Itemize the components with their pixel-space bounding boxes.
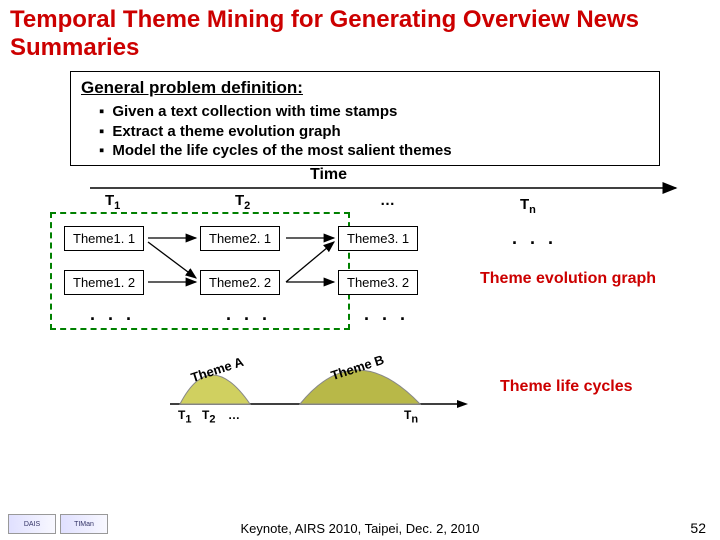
lc-axis-t1: T1 <box>178 408 191 425</box>
bullet-item: Extract a theme evolution graph <box>99 122 649 142</box>
definition-heading: General problem definition: <box>81 78 649 98</box>
keynote-text: Keynote, AIRS 2010, Taipei, Dec. 2, 2010 <box>0 521 720 536</box>
logo-dais: DAIS <box>8 514 56 534</box>
lc-axis-tn: Tn <box>404 408 418 425</box>
bullet-item: Model the life cycles of the most salien… <box>99 141 649 161</box>
bullet-item: Given a text collection with time stamps <box>99 102 649 122</box>
definition-bullets: Given a text collection with time stamps… <box>81 102 649 161</box>
lc-axis-t2: T2 <box>202 408 215 425</box>
footer-logos: DAIS TIMan <box>8 514 108 534</box>
logo-timan: TIMan <box>60 514 108 534</box>
page-number: 52 <box>690 520 706 536</box>
diagram-area: Time T1 T2 … Tn Theme1. 1 Theme2. 1 Them… <box>0 170 720 470</box>
page-title: Temporal Theme Mining for Generating Ove… <box>0 0 720 65</box>
node-arrows <box>0 170 720 350</box>
lifecycles-annotation: Theme life cycles <box>500 378 633 396</box>
lc-axis-dots: … <box>228 408 240 422</box>
definition-box: General problem definition: Given a text… <box>70 71 660 166</box>
footer: DAIS TIMan Keynote, AIRS 2010, Taipei, D… <box>0 521 720 536</box>
